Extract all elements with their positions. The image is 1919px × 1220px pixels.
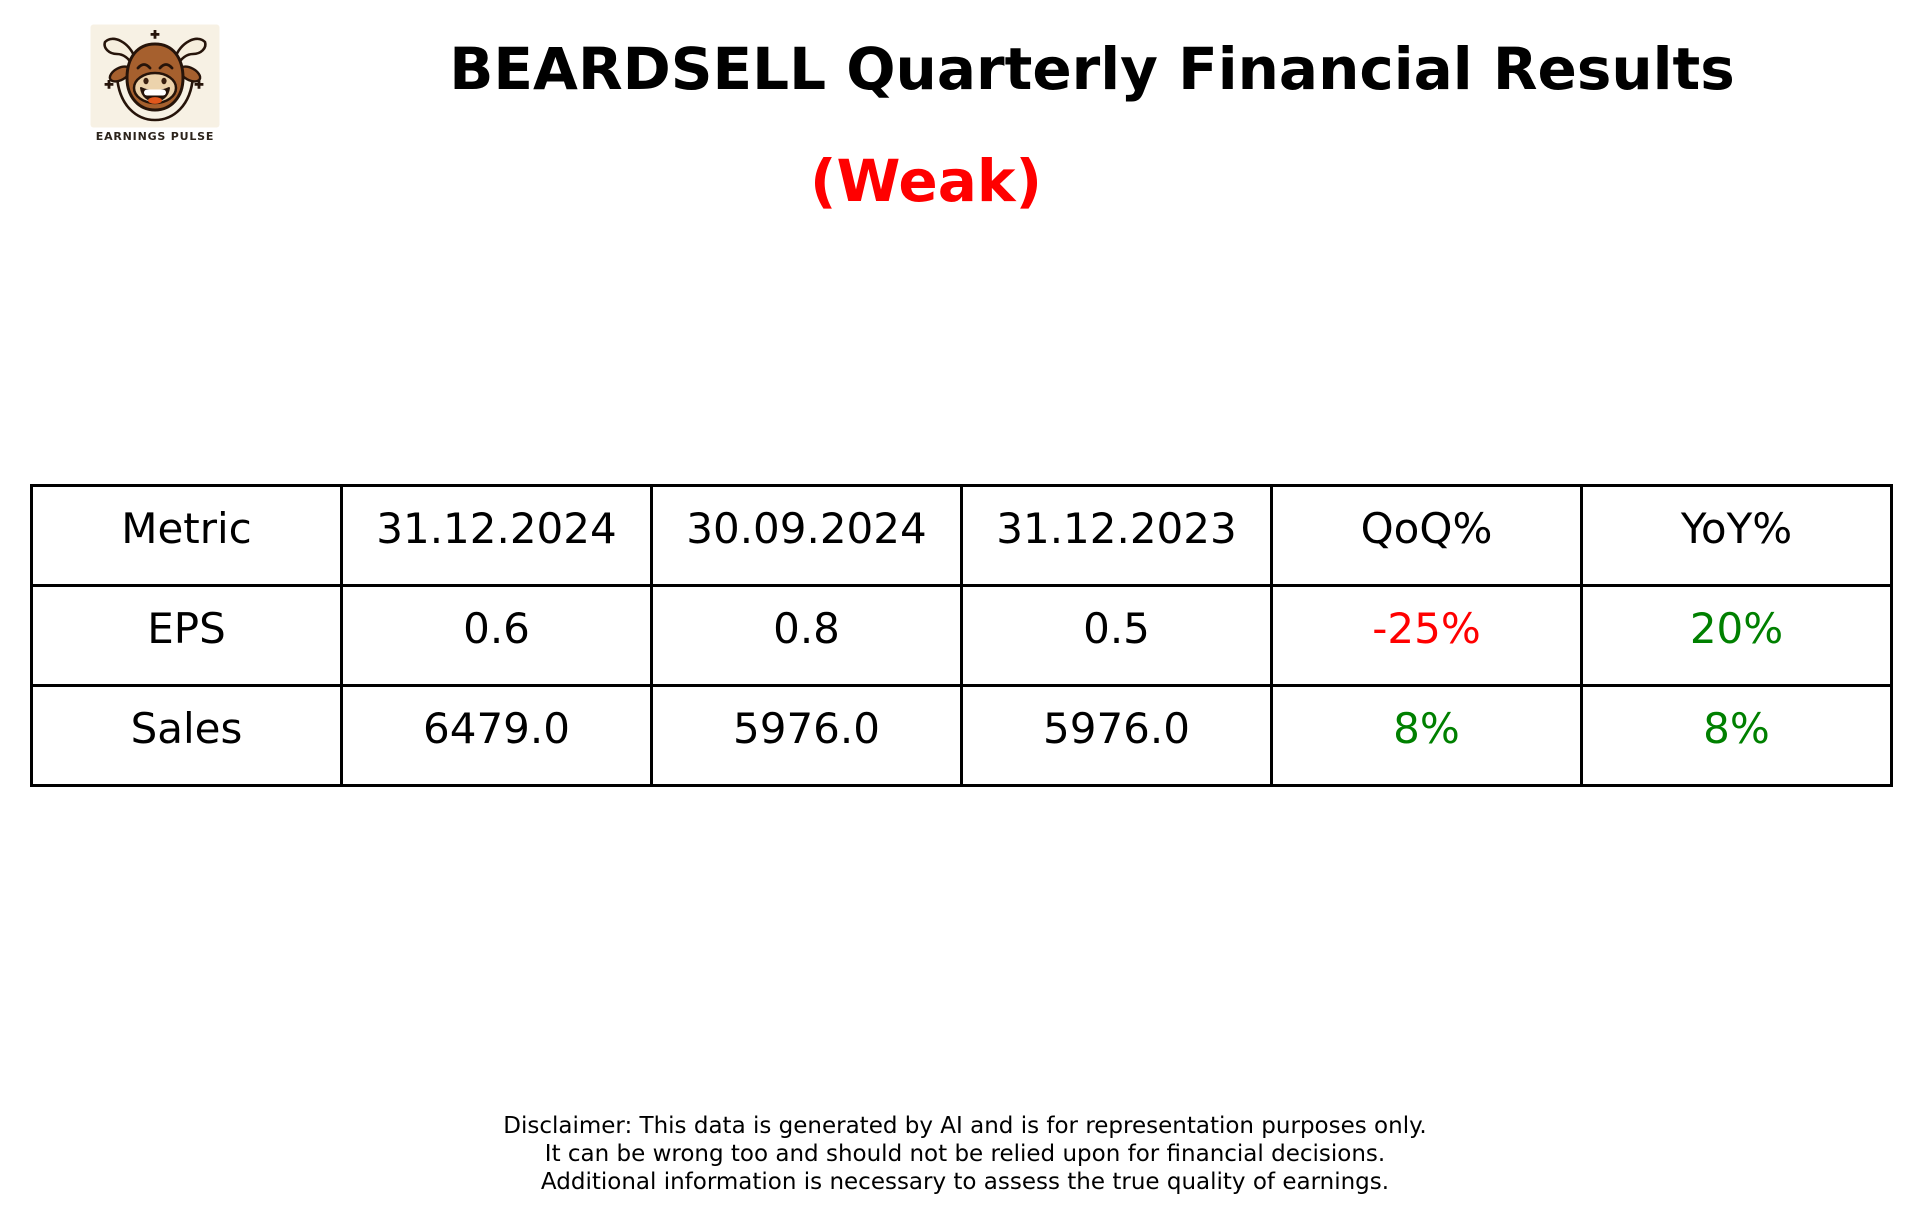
- page-title: BEARDSELL Quarterly Financial Results: [449, 35, 1735, 103]
- table-row-eps: EPS 0.6 0.8 0.5 -25% 20%: [30, 584, 1893, 687]
- metric-cell: EPS: [30, 584, 343, 687]
- disclaimer-text: Disclaimer: This data is generated by AI…: [503, 1112, 1426, 1196]
- value-cell: 0.8: [650, 584, 963, 687]
- disclaimer-line: Additional information is necessary to a…: [540, 1169, 1390, 1195]
- column-header-qoq: QoQ%: [1270, 484, 1583, 587]
- sparkle-icons: [104, 30, 204, 89]
- disclaimer-line: It can be wrong too and should not be re…: [544, 1141, 1386, 1167]
- disclaimer-line: Disclaimer: This data is generated by AI…: [503, 1113, 1427, 1139]
- column-header-yoy: YoY%: [1580, 484, 1893, 587]
- metric-cell: Sales: [30, 684, 343, 787]
- column-header-metric: Metric: [30, 484, 343, 587]
- table-row-sales: Sales 6479.0 5976.0 5976.0 8% 8%: [30, 684, 1893, 787]
- column-header-q-yearago: 31.12.2023: [960, 484, 1273, 587]
- qoq-cell: -25%: [1270, 584, 1583, 687]
- yoy-cell: 8%: [1580, 684, 1893, 787]
- value-cell: 0.5: [960, 584, 1273, 687]
- value-cell: 5976.0: [960, 684, 1273, 787]
- value-cell: 5976.0: [650, 684, 963, 787]
- bull-logo-icon: EARNINGS PULSE: [90, 24, 220, 143]
- yoy-cell: 20%: [1580, 584, 1893, 687]
- qoq-cell: 8%: [1270, 684, 1583, 787]
- verdict-subtitle: (Weak): [810, 147, 1042, 215]
- earnings-pulse-logo: EARNINGS PULSE: [90, 24, 220, 146]
- logo-brand-text: EARNINGS PULSE: [96, 130, 214, 143]
- value-cell: 6479.0: [340, 684, 653, 787]
- column-header-q-previous: 30.09.2024: [650, 484, 963, 587]
- financials-table: Metric 31.12.2024 30.09.2024 31.12.2023 …: [30, 484, 1893, 787]
- table-header-row: Metric 31.12.2024 30.09.2024 31.12.2023 …: [30, 484, 1893, 587]
- column-header-q-current: 31.12.2024: [340, 484, 653, 587]
- value-cell: 0.6: [340, 584, 653, 687]
